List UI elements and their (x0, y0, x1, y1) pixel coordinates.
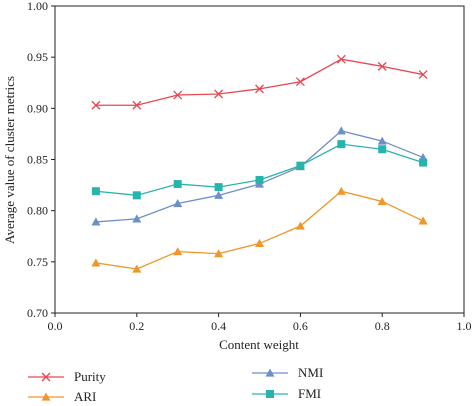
y-tick-label: 1.00 (27, 0, 48, 13)
y-tick-label: 0.95 (27, 50, 48, 64)
data-point-nmi (336, 126, 346, 135)
data-point-ari (418, 216, 428, 225)
data-point-nmi (173, 199, 183, 208)
data-point-purity (255, 84, 264, 94)
series-purity (91, 54, 428, 110)
data-point-fmi (337, 140, 346, 149)
legend-marker-nmi (265, 368, 275, 377)
legend-marker-fmi (266, 390, 274, 398)
x-tick-label: 0.0 (48, 319, 63, 333)
data-point-nmi (377, 136, 387, 145)
x-tick-label: 0.4 (211, 319, 226, 333)
data-point-fmi (255, 175, 264, 184)
data-point-ari (173, 247, 183, 256)
data-point-ari (132, 264, 142, 273)
data-point-fmi (132, 191, 141, 200)
legend-item-ari: ARI (28, 389, 96, 404)
y-tick-label: 0.70 (27, 306, 48, 320)
series-layer (91, 54, 428, 273)
data-point-purity (336, 54, 346, 64)
legend-label-ari: ARI (74, 389, 96, 404)
y-axis-label: Average value of cluster metrics (2, 76, 17, 244)
data-point-purity (377, 61, 387, 71)
x-tick-label: 0.6 (293, 319, 308, 333)
y-tick-label: 0.85 (27, 153, 48, 167)
data-point-purity (295, 77, 305, 87)
data-point-ari (336, 186, 346, 195)
legend-marker-purity (41, 372, 51, 382)
data-point-purity (418, 70, 428, 80)
series-fmi (91, 140, 428, 200)
data-point-ari (295, 221, 305, 230)
data-point-ari (214, 249, 224, 258)
legend-item-nmi: NMI (252, 365, 323, 380)
legend-item-fmi: FMI (252, 386, 321, 401)
data-point-ari (377, 196, 387, 206)
x-tick-label: 0.8 (375, 319, 390, 333)
data-point-fmi (173, 180, 182, 189)
data-point-purity (132, 100, 142, 110)
data-point-fmi (378, 145, 387, 154)
legend-item-purity: Purity (28, 369, 106, 384)
data-point-purity (91, 100, 101, 110)
series-line-ari (95, 190, 424, 270)
y-tick-label: 0.75 (27, 255, 48, 269)
data-point-ari (91, 258, 101, 267)
series-nmi (91, 126, 428, 226)
x-tick-label: 1.0 (457, 319, 472, 333)
series-line-purity (95, 58, 424, 106)
legend-label-nmi: NMI (298, 365, 323, 380)
x-axis-label: Content weight (219, 337, 299, 352)
data-point-fmi (91, 187, 100, 196)
data-point-nmi (91, 217, 101, 226)
data-point-ari (255, 238, 264, 248)
x-tick-label: 0.2 (129, 319, 144, 333)
data-point-fmi (419, 158, 428, 167)
legend-label-fmi: FMI (298, 386, 321, 401)
data-point-fmi (214, 183, 223, 192)
data-point-nmi (214, 190, 224, 199)
y-tick-label: 0.80 (27, 204, 48, 218)
data-point-purity (173, 90, 183, 100)
legend-label-purity: Purity (74, 369, 106, 384)
y-tick-label: 0.90 (27, 101, 48, 115)
data-point-fmi (296, 161, 305, 170)
series-ari (91, 186, 428, 273)
y-axis-ticks: 0.70 0.75 0.80 0.85 0.90 0.95 1.00 (27, 0, 55, 320)
legend: Purity ARI NMI FMI (28, 365, 323, 404)
legend-marker-ari (41, 392, 51, 401)
data-point-purity (214, 89, 224, 99)
x-axis-ticks: 0.0 0.2 0.4 0.6 0.8 1.0 (48, 313, 472, 333)
plot-frame (54, 5, 465, 314)
data-point-nmi (132, 214, 142, 223)
